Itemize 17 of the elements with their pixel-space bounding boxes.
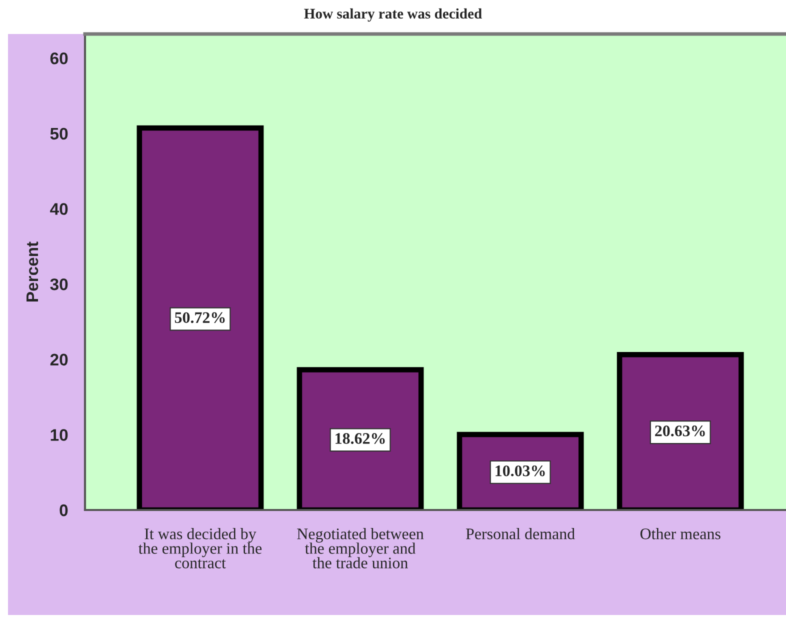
x-tick-label: It was decided by the employer in the contract <box>138 528 262 568</box>
y-tick-label: 60 <box>50 52 68 64</box>
x-tick-label: Other means <box>640 528 720 540</box>
y-tick-label: 30 <box>50 278 68 290</box>
y-tick-label: 10 <box>50 429 68 441</box>
y-tick-label: 50 <box>50 128 68 140</box>
y-axis-title: Percent <box>26 242 38 302</box>
x-tick-label: Negotiated between the employer and the trade union <box>297 528 424 568</box>
chart-title: How salary rate was decided <box>304 8 482 22</box>
x-tick-label: Personal demand <box>466 528 575 540</box>
y-tick-label: 0 <box>60 504 68 516</box>
data-label: 18.62% <box>336 433 385 444</box>
data-label: 50.72% <box>174 312 225 324</box>
y-tick-label: 20 <box>50 354 68 366</box>
y-tick-label: 40 <box>50 203 68 215</box>
data-label: 20.63% <box>655 426 705 436</box>
data-label: 10.03% <box>496 465 545 476</box>
